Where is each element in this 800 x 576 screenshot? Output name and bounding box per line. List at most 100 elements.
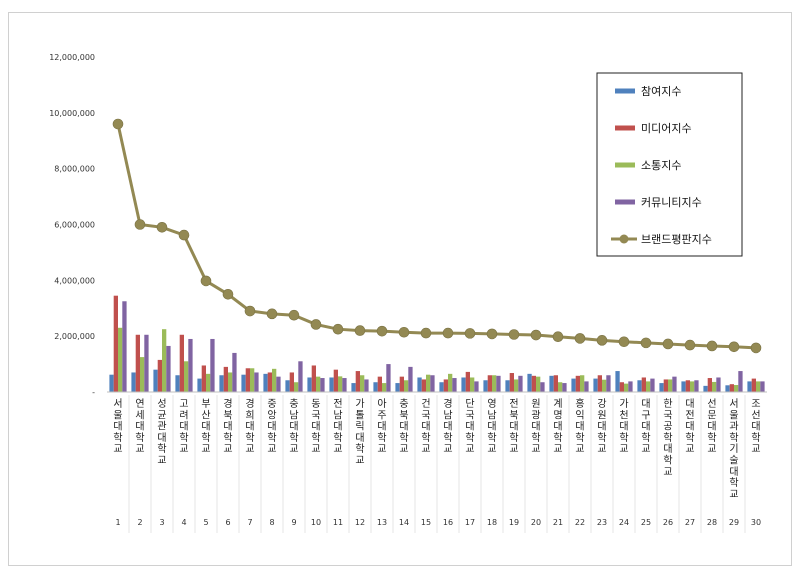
bar-미디어지수 (421, 379, 426, 392)
bar-미디어지수 (641, 377, 646, 392)
bar-소통지수 (294, 382, 299, 392)
line-point-브랜드평판지수 (464, 328, 476, 339)
bar-소통지수 (602, 379, 607, 392)
y-tick-label: 8,000,000 (54, 165, 95, 174)
bar-참여지수 (461, 377, 466, 392)
bar-소통지수 (316, 376, 321, 392)
bar-참여지수 (571, 378, 576, 392)
bar-참여지수 (725, 385, 730, 392)
line-point-브랜드평판지수 (574, 333, 586, 344)
bar-참여지수 (417, 377, 422, 392)
bar-미디어지수 (399, 376, 404, 392)
y-tick-label: 6,000,000 (54, 221, 95, 230)
bar-커뮤니티지수 (364, 379, 369, 392)
bar-참여지수 (351, 383, 356, 392)
bar-참여지수 (747, 381, 752, 392)
bar-미디어지수 (135, 334, 140, 392)
bar-미디어지수 (619, 382, 624, 392)
bar-미디어지수 (553, 375, 558, 392)
rank-label: 29 (729, 518, 739, 527)
bar-참여지수 (615, 371, 620, 392)
rank-label: 3 (159, 518, 164, 527)
legend-swatch-소통지수 (615, 162, 635, 168)
bar-소통지수 (206, 373, 211, 392)
rank-label: 6 (225, 518, 230, 527)
bar-소통지수 (668, 379, 673, 392)
bar-미디어지수 (707, 378, 712, 392)
rank-label: 14 (399, 518, 409, 527)
bar-미디어지수 (289, 372, 294, 392)
line-point-브랜드평판지수 (310, 319, 322, 330)
bar-커뮤니티지수 (144, 334, 149, 392)
bar-미디어지수 (531, 375, 536, 392)
rank-label: 17 (465, 518, 475, 527)
bar-참여지수 (285, 380, 290, 392)
line-point-브랜드평판지수 (640, 337, 652, 349)
bar-커뮤니티지수 (540, 382, 545, 392)
y-tick-label: 2,000,000 (54, 332, 95, 341)
bar-참여지수 (373, 382, 378, 392)
legend-label: 소통지수 (641, 159, 681, 172)
bar-커뮤니티지수 (342, 378, 347, 392)
line-point-브랜드평판지수 (596, 335, 608, 346)
line-point-브랜드평판지수 (508, 329, 520, 340)
rank-label: 12 (355, 518, 365, 527)
y-tick-label: - (92, 388, 95, 397)
bar-참여지수 (329, 377, 334, 392)
bar-미디어지수 (729, 384, 734, 392)
bar-소통지수 (448, 373, 453, 392)
rank-label: 16 (443, 518, 453, 527)
bar-소통지수 (470, 377, 475, 392)
bar-커뮤니티지수 (298, 361, 303, 392)
bar-미디어지수 (311, 365, 316, 392)
bar-소통지수 (228, 372, 233, 392)
bar-참여지수 (549, 375, 554, 392)
bar-참여지수 (703, 385, 708, 392)
legend-swatch-커뮤니티지수 (615, 199, 635, 205)
line-point-브랜드평판지수 (266, 308, 278, 320)
bar-참여지수 (241, 374, 246, 392)
rank-label: 10 (311, 518, 321, 527)
y-tick-label: 10,000,000 (49, 109, 95, 118)
line-point-브랜드평판지수 (222, 288, 234, 300)
bar-참여지수 (505, 380, 510, 392)
line-point-브랜드평판지수 (552, 331, 564, 343)
bar-미디어지수 (333, 369, 338, 392)
y-tick-label: 4,000,000 (54, 276, 95, 285)
bar-참여지수 (109, 374, 114, 392)
y-axis: - 2,000,000 4,000,000 6,000,000 8,000,000 10,… (49, 53, 95, 397)
bar-커뮤니티지수 (430, 375, 435, 392)
bar-커뮤니티지수 (628, 381, 633, 392)
bar-소통지수 (360, 375, 365, 392)
bar-미디어지수 (663, 379, 668, 392)
bar-미디어지수 (685, 380, 690, 392)
line-point-브랜드평판지수 (156, 221, 168, 233)
bar-소통지수 (404, 380, 409, 392)
bar-참여지수 (527, 373, 532, 392)
line-point-브랜드평판지수 (684, 339, 696, 351)
line-point-브랜드평판지수 (486, 328, 498, 340)
bar-소통지수 (580, 375, 585, 392)
bar-참여지수 (131, 372, 136, 392)
rank-label: 18 (487, 518, 497, 527)
bar-커뮤니티지수 (496, 375, 501, 392)
bar-미디어지수 (223, 366, 228, 393)
bar-소통지수 (756, 381, 761, 392)
bar-참여지수 (483, 380, 488, 392)
legend-label: 참여지수 (641, 85, 681, 98)
